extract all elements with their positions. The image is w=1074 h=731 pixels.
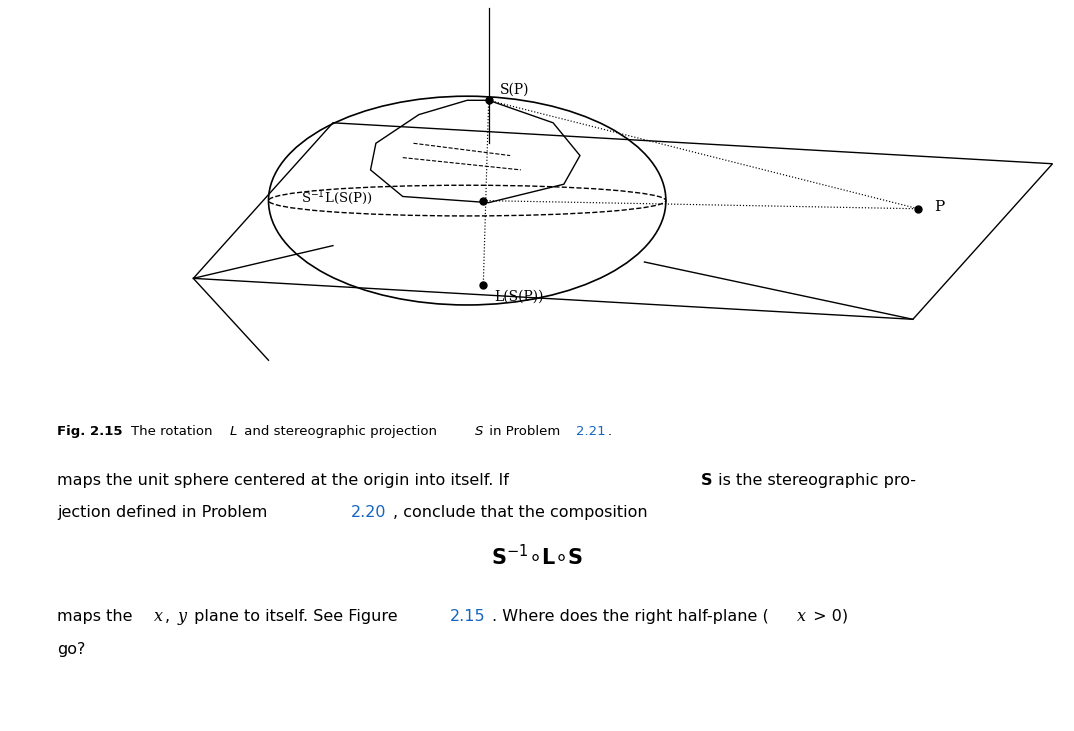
Text: L(S(P)): L(S(P)): [494, 289, 543, 303]
Text: maps the: maps the: [57, 609, 137, 624]
Text: S: S: [701, 472, 712, 488]
Text: in Problem: in Problem: [485, 425, 565, 439]
Text: y: y: [178, 607, 187, 625]
Text: go?: go?: [57, 642, 85, 657]
Text: 2.15: 2.15: [450, 609, 485, 624]
Text: S: S: [475, 425, 483, 439]
Text: > 0): > 0): [808, 609, 848, 624]
Text: x: x: [797, 607, 806, 625]
Text: L: L: [230, 425, 237, 439]
Text: S(P): S(P): [499, 83, 528, 97]
Text: Fig. 2.15: Fig. 2.15: [57, 425, 122, 439]
Text: P: P: [934, 200, 945, 213]
Text: , conclude that the composition: , conclude that the composition: [393, 504, 648, 520]
Text: 2.21: 2.21: [576, 425, 606, 439]
Text: and stereographic projection: and stereographic projection: [240, 425, 441, 439]
Text: jection defined in Problem: jection defined in Problem: [57, 504, 273, 520]
Text: The rotation: The rotation: [131, 425, 217, 439]
Text: plane to itself. See Figure: plane to itself. See Figure: [189, 609, 403, 624]
Text: ,: ,: [165, 609, 173, 624]
Text: $\mathdefault{S}^{-1}\mathdefault{L(S(P))}$: $\mathdefault{S}^{-1}\mathdefault{L(S(P)…: [301, 189, 373, 208]
Text: 2.20: 2.20: [351, 504, 387, 520]
Text: . Where does the right half-plane (: . Where does the right half-plane (: [492, 609, 769, 624]
Text: is the stereographic pro-: is the stereographic pro-: [713, 472, 916, 488]
Text: $\mathbf{S}^{-1}$$\circ$$\mathbf{L}$$\circ$$\mathbf{S}$: $\mathbf{S}^{-1}$$\circ$$\mathbf{L}$$\ci…: [491, 545, 583, 569]
Text: .: .: [608, 425, 612, 439]
Text: x: x: [154, 607, 163, 625]
Text: maps the unit sphere centered at the origin into itself. If: maps the unit sphere centered at the ori…: [57, 472, 514, 488]
